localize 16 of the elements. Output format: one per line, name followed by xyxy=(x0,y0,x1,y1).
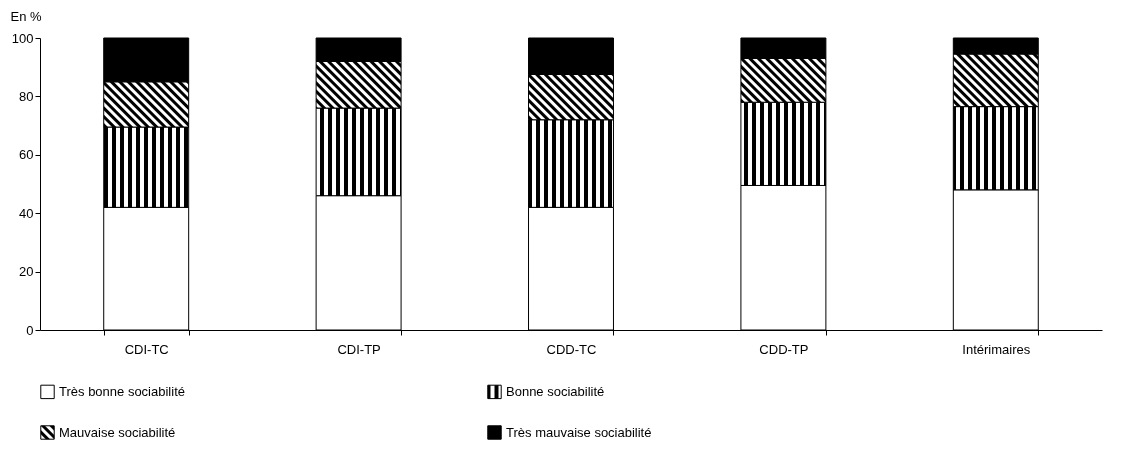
x-tick-label: CDD-TP xyxy=(759,341,809,357)
legend-label: Bonne sociabilité xyxy=(506,383,605,399)
y-tick-label: 20 xyxy=(19,264,34,280)
x-tick-label: CDD-TC xyxy=(546,341,597,357)
legend-label: Très mauvaise sociabilité xyxy=(506,424,652,440)
legend-label: Très bonne sociabilité xyxy=(59,383,185,399)
x-tick-label: CDI-TC xyxy=(124,341,169,357)
y-tick-label: 60 xyxy=(19,147,34,163)
legend-label: Mauvaise sociabilité xyxy=(59,424,176,440)
x-tick-label: Intérimaires xyxy=(962,341,1031,357)
y-axis-title: En % xyxy=(10,8,43,24)
y-tick-label: 40 xyxy=(19,205,34,221)
y-tick-label: 0 xyxy=(26,322,34,338)
y-tick-label: 100 xyxy=(11,30,34,46)
x-tick-label: CDI-TP xyxy=(337,341,381,357)
y-tick-label: 80 xyxy=(19,88,34,104)
